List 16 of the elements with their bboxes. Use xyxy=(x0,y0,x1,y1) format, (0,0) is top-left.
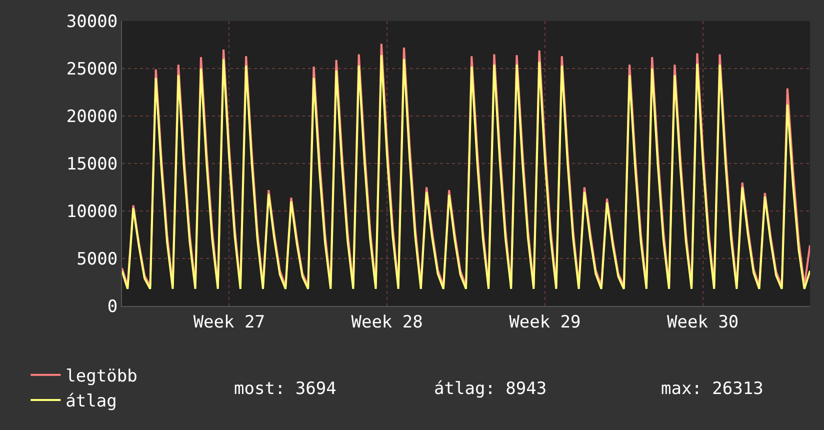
x-tick-label: Week 29 xyxy=(509,312,581,332)
y-tick-label: 5000 xyxy=(76,249,118,270)
y-tick-label: 20000 xyxy=(66,106,118,127)
x-tick-label: Week 30 xyxy=(667,312,739,332)
text: most: 3694 xyxy=(234,379,336,399)
x-tick-label: Week 28 xyxy=(351,312,423,332)
legend-label: legtöbb xyxy=(66,366,138,386)
x-tick-label: Week 27 xyxy=(193,312,265,332)
legend-label: átlag xyxy=(66,392,117,412)
y-tick-label: 30000 xyxy=(66,12,118,32)
y-tick-label: 25000 xyxy=(66,59,118,80)
y-tick-label: 15000 xyxy=(66,154,118,174)
text: átlag: 8943 xyxy=(434,379,547,399)
text: max: 26313 xyxy=(661,379,764,399)
y-tick-label: 10000 xyxy=(66,202,118,222)
y-tick-label: 0 xyxy=(107,296,118,317)
